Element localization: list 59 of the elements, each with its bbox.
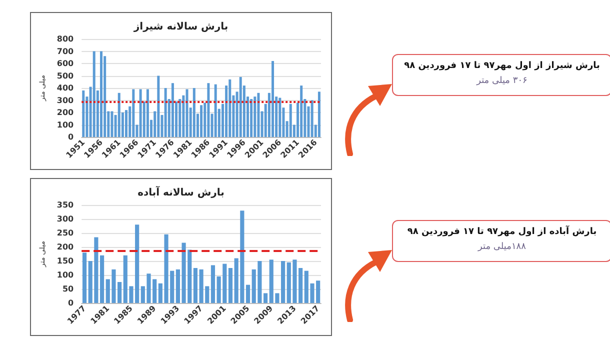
bar [239,76,242,137]
bar [210,265,216,303]
text: ۱۸۸میلی متر [476,241,527,254]
bar [310,100,314,137]
bar [246,284,250,303]
text: ۳۰۶ میلی متر [475,75,528,88]
bar [193,268,198,303]
bar [178,99,182,137]
bar [100,255,104,303]
bar [132,89,135,137]
bar [254,96,256,137]
bar [214,84,217,137]
bar [300,86,303,137]
y-tick-label: 250 [56,228,74,238]
bar [164,88,167,137]
chart-title: بارش سالانه شیراز [132,22,228,32]
text: بارش آباده از اول مهر۹۷ تا ۱۷ فروردین ۹۸ [406,225,598,239]
y-tick-label: 150 [56,256,74,266]
bar [82,90,85,137]
bar [250,99,253,137]
bar [228,268,233,303]
bar [272,61,274,137]
text: بارش شیراز از اول مهر۹۷ تا ۱۷ فروردین ۹۸ [403,60,601,73]
y-tick-label: 500 [56,71,74,80]
y-tick-label: 200 [56,242,74,252]
bar [146,89,149,137]
bar [278,98,282,137]
y-tick-label: 100 [56,270,74,280]
bar [125,110,128,137]
bar [92,51,96,137]
y-tick-label: 50 [62,284,74,294]
y-tick-label: 600 [56,59,74,68]
y-tick-label: 800 [56,34,74,44]
bar [186,89,188,137]
y-tick-label: 300 [56,214,74,224]
bar [289,104,292,137]
bar [257,92,260,137]
bar [110,111,114,137]
y-tick-label: 0 [68,298,74,308]
chart-title: بارش سالانه آباده [138,186,224,198]
bar [100,51,102,137]
bar [171,83,174,137]
y-tick-label: 400 [56,84,74,92]
bar [192,88,196,137]
bar [200,105,203,137]
bar [82,252,87,303]
bar [139,89,142,137]
y-tick-label: 350 [56,200,74,210]
y-tick-label: 700 [56,46,74,56]
y-tick-label: 0 [68,132,74,142]
y-tick-label: 300 [56,96,74,105]
bar [228,79,232,137]
bar [207,83,210,137]
bar [118,92,120,137]
bar [263,293,268,303]
bar [318,92,320,137]
bar [157,76,160,137]
y-tick-label: 200 [56,108,74,117]
y-tick-label: 100 [56,120,74,130]
